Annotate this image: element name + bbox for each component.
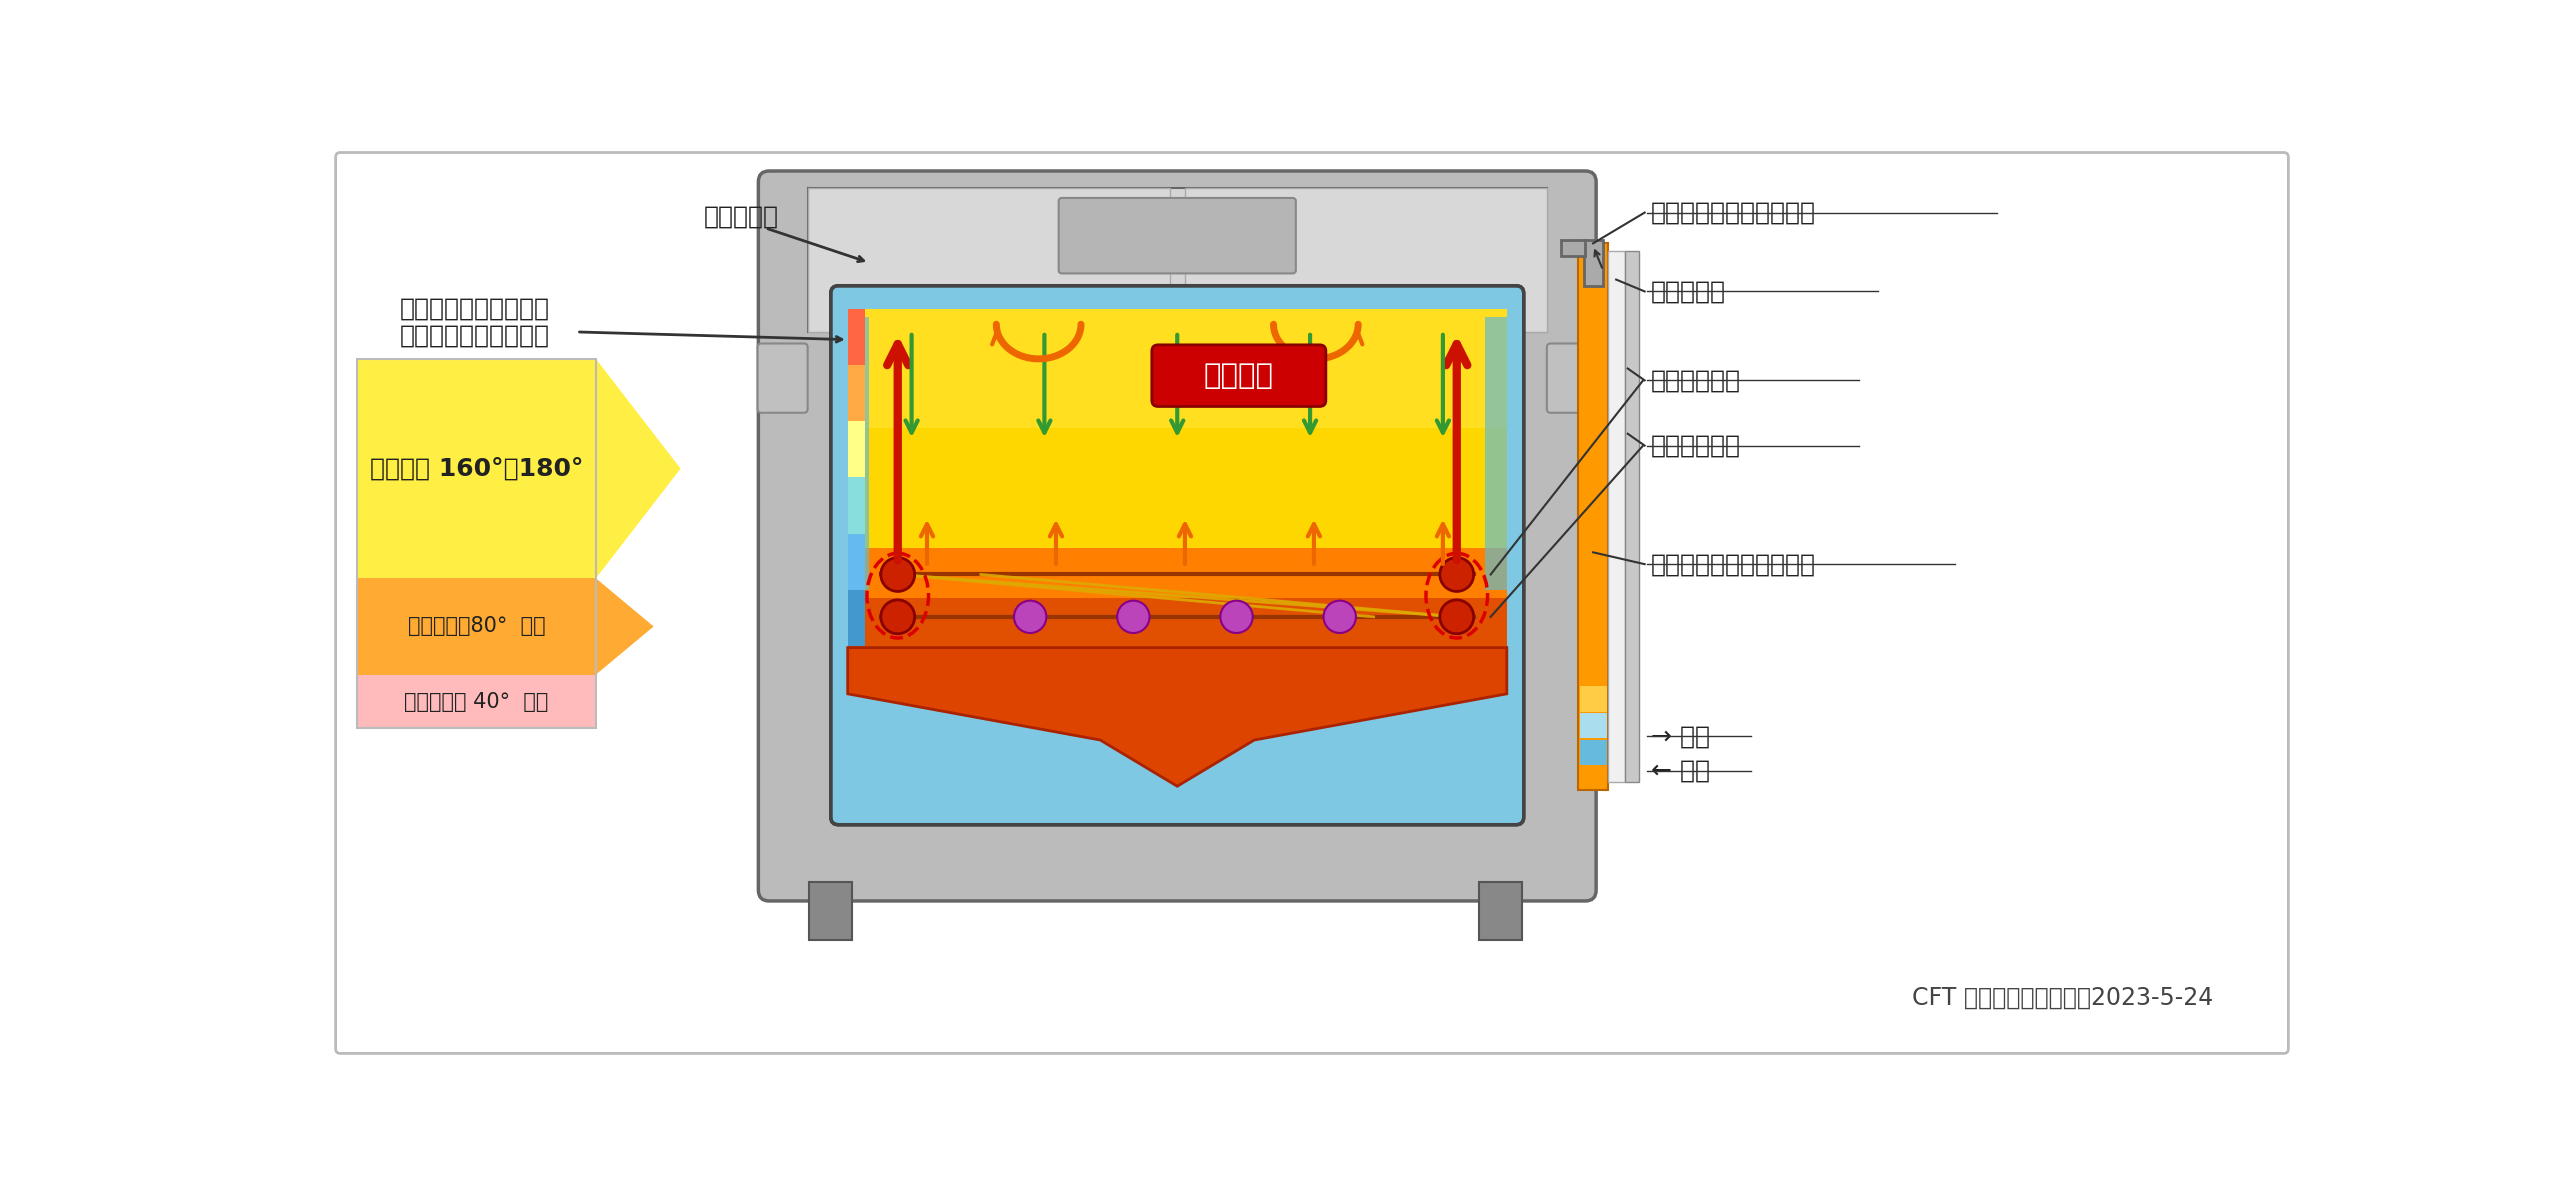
- Bar: [1626, 251, 1638, 782]
- Bar: [1585, 240, 1603, 285]
- Bar: [847, 421, 865, 478]
- Text: 油槽カバー: 油槽カバー: [704, 204, 778, 228]
- Bar: [1577, 244, 1608, 790]
- Bar: [358, 359, 596, 578]
- Bar: [1608, 251, 1626, 782]
- Text: 低温油層　80°  以下: 低温油層 80° 以下: [407, 616, 545, 636]
- Circle shape: [1324, 601, 1357, 633]
- Bar: [809, 882, 852, 940]
- Bar: [847, 534, 865, 590]
- Bar: [358, 578, 596, 675]
- Text: ← 注水: ← 注水: [1651, 759, 1710, 783]
- Bar: [1249, 325, 1275, 448]
- Text: 油層最下部 40°  以下: 油層最下部 40° 以下: [404, 691, 548, 712]
- Bar: [1162, 325, 1190, 448]
- FancyBboxPatch shape: [832, 285, 1523, 825]
- Bar: [806, 187, 1546, 332]
- Text: 下降対流: 下降対流: [1203, 362, 1275, 389]
- Polygon shape: [596, 359, 681, 578]
- Bar: [847, 478, 865, 534]
- Bar: [358, 359, 596, 728]
- FancyBboxPatch shape: [758, 344, 806, 413]
- Bar: [1485, 316, 1508, 590]
- Circle shape: [1116, 601, 1149, 633]
- Text: オーバーフロー排水構造: オーバーフロー排水構造: [1651, 201, 1815, 224]
- Circle shape: [1014, 601, 1047, 633]
- Polygon shape: [847, 647, 1508, 786]
- Circle shape: [1439, 599, 1475, 634]
- Bar: [1078, 325, 1106, 448]
- Polygon shape: [596, 578, 653, 675]
- Bar: [847, 316, 870, 590]
- FancyBboxPatch shape: [335, 153, 2289, 1053]
- Text: CFT 技術説明イラスト　2023-5-24: CFT 技術説明イラスト 2023-5-24: [1912, 986, 2212, 1010]
- Text: 水道と直結された冷却水: 水道と直結された冷却水: [1651, 552, 1815, 577]
- Bar: [847, 548, 1508, 647]
- Text: 空気断熱層: 空気断熱層: [1651, 279, 1725, 303]
- Bar: [1185, 187, 1546, 332]
- Bar: [1562, 240, 1585, 257]
- Ellipse shape: [1162, 318, 1190, 331]
- Circle shape: [1221, 601, 1252, 633]
- Bar: [847, 365, 865, 421]
- Ellipse shape: [1078, 318, 1106, 331]
- Text: 調理油層 160°〜180°: 調理油層 160°〜180°: [369, 456, 584, 481]
- Circle shape: [881, 599, 914, 634]
- Bar: [847, 309, 1508, 548]
- Ellipse shape: [1162, 439, 1190, 456]
- Bar: [847, 309, 1508, 429]
- FancyBboxPatch shape: [1152, 345, 1326, 406]
- Bar: [1580, 740, 1608, 765]
- FancyBboxPatch shape: [1060, 198, 1295, 273]
- Text: 側部ヒーター: 側部ヒーター: [1651, 369, 1741, 393]
- Circle shape: [881, 558, 914, 591]
- Bar: [847, 597, 1508, 647]
- Text: → 排水: → 排水: [1651, 725, 1710, 749]
- Text: 調理油温を正確に保持: 調理油温を正確に保持: [399, 324, 550, 347]
- Bar: [806, 187, 1170, 332]
- FancyBboxPatch shape: [758, 171, 1595, 901]
- Bar: [847, 309, 865, 365]
- Bar: [358, 675, 596, 728]
- Text: 調理油層と水槽を断熱: 調理油層と水槽を断熱: [399, 297, 550, 321]
- Bar: [1580, 659, 1608, 684]
- Ellipse shape: [1249, 439, 1275, 456]
- FancyBboxPatch shape: [1546, 344, 1597, 413]
- Bar: [1580, 687, 1608, 712]
- Bar: [1480, 882, 1523, 940]
- Ellipse shape: [1249, 318, 1275, 331]
- Bar: [847, 590, 865, 646]
- Circle shape: [1439, 558, 1475, 591]
- Text: 下部ヒーター: 下部ヒーター: [1651, 433, 1741, 457]
- Bar: [1580, 713, 1608, 739]
- Ellipse shape: [1078, 439, 1106, 456]
